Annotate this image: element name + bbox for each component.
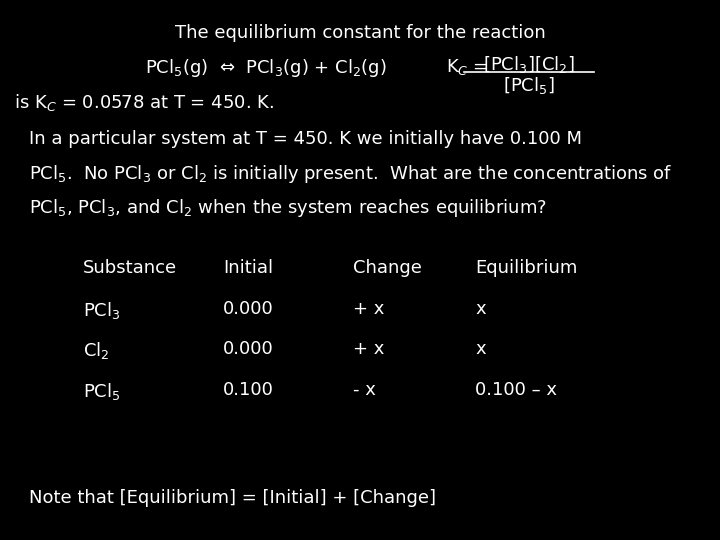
Text: PCl$_5$.  No PCl$_3$ or Cl$_2$ is initially present.  What are the concentration: PCl$_5$. No PCl$_3$ or Cl$_2$ is initial…	[29, 163, 672, 185]
Text: + x: + x	[353, 300, 384, 318]
Text: Note that [Equilibrium] = [Initial] + [Change]: Note that [Equilibrium] = [Initial] + [C…	[29, 489, 436, 507]
Text: [PCl$_3$][Cl$_2$]: [PCl$_3$][Cl$_2$]	[483, 54, 575, 75]
Text: 0.100: 0.100	[223, 381, 274, 399]
Text: 0.000: 0.000	[223, 300, 274, 318]
Text: 0.100 – x: 0.100 – x	[475, 381, 557, 399]
Text: PCl$_5$, PCl$_3$, and Cl$_2$ when the system reaches equilibrium?: PCl$_5$, PCl$_3$, and Cl$_2$ when the sy…	[29, 197, 546, 219]
Text: PCl$_5$: PCl$_5$	[83, 381, 120, 402]
Text: - x: - x	[353, 381, 376, 399]
Text: Cl$_2$: Cl$_2$	[83, 340, 109, 361]
Text: Substance: Substance	[83, 259, 177, 277]
Text: In a particular system at T = 450. K we initially have 0.100 M: In a particular system at T = 450. K we …	[29, 130, 582, 147]
Text: K$_C$ =: K$_C$ =	[446, 57, 489, 77]
Text: 0.000: 0.000	[223, 340, 274, 358]
Text: is K$_C$ = 0.0578 at T = 450. K.: is K$_C$ = 0.0578 at T = 450. K.	[14, 92, 274, 113]
Text: x: x	[475, 300, 486, 318]
Text: PCl$_5$(g)  ⇔  PCl$_3$(g) + Cl$_2$(g): PCl$_5$(g) ⇔ PCl$_3$(g) + Cl$_2$(g)	[145, 57, 387, 79]
Text: x: x	[475, 340, 486, 358]
Text: The equilibrium constant for the reaction: The equilibrium constant for the reactio…	[175, 24, 545, 42]
Text: Initial: Initial	[223, 259, 274, 277]
Text: + x: + x	[353, 340, 384, 358]
Text: Equilibrium: Equilibrium	[475, 259, 577, 277]
Text: [PCl$_5$]: [PCl$_5$]	[503, 75, 555, 96]
Text: PCl$_3$: PCl$_3$	[83, 300, 120, 321]
Text: Change: Change	[353, 259, 422, 277]
